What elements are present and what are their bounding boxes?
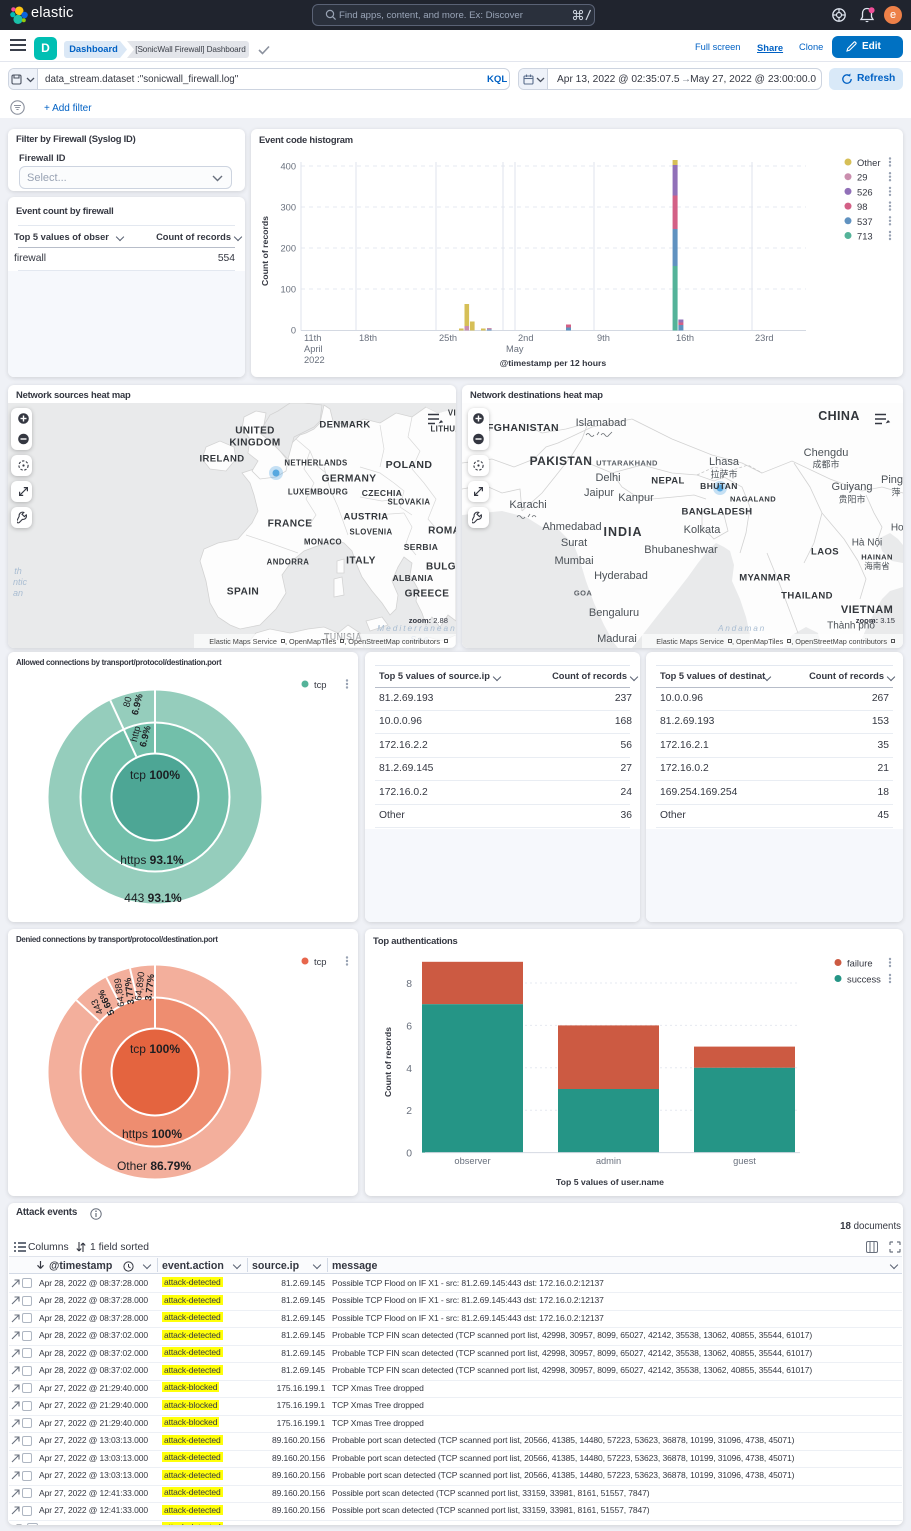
svg-text:success: success: [847, 974, 881, 985]
svg-text:observer: observer: [454, 1156, 490, 1166]
svg-text:6: 6: [406, 1021, 412, 1032]
svg-text:April: April: [304, 344, 323, 354]
svg-text:Count of records: Count of records: [383, 1027, 393, 1097]
svg-text:64,890: 64,890: [133, 971, 147, 1001]
svg-text:8: 8: [406, 979, 412, 990]
svg-text:0: 0: [291, 326, 296, 336]
svg-text:tcp 100%: tcp 100%: [130, 1042, 180, 1056]
svg-text:98: 98: [857, 201, 867, 212]
svg-text:3.77%: 3.77%: [143, 973, 157, 1002]
svg-text:https 100%: https 100%: [122, 1127, 182, 1141]
svg-text:64,889: 64,889: [113, 977, 128, 1007]
svg-text:80: 80: [121, 696, 134, 709]
svg-text:6.9%: 6.9%: [138, 724, 154, 748]
svg-text:23rd: 23rd: [755, 333, 774, 343]
svg-text:admin: admin: [596, 1156, 621, 1166]
svg-text:713: 713: [857, 231, 873, 242]
svg-text:18th: 18th: [359, 333, 377, 343]
svg-text:Other: Other: [857, 157, 880, 168]
svg-text:tcp 100%: tcp 100%: [130, 768, 180, 782]
svg-text:2nd: 2nd: [518, 333, 534, 343]
svg-text:3.77%: 3.77%: [123, 977, 137, 1006]
svg-text:537: 537: [857, 216, 873, 227]
svg-text:failure: failure: [847, 958, 873, 969]
svg-text:Other 86.79%: Other 86.79%: [117, 1159, 191, 1173]
svg-text:443 93.1%: 443 93.1%: [124, 891, 182, 905]
svg-text:200: 200: [280, 244, 296, 254]
svg-text:guest: guest: [733, 1156, 756, 1166]
svg-text:526: 526: [857, 186, 873, 197]
svg-text:100: 100: [280, 285, 296, 295]
svg-text:May: May: [506, 344, 524, 354]
svg-text:Top 5 values of user.name: Top 5 values of user.name: [556, 1177, 664, 1187]
svg-text:400: 400: [280, 162, 296, 172]
svg-text:https 93.1%: https 93.1%: [120, 853, 184, 867]
svg-text:300: 300: [280, 203, 296, 213]
svg-text:@timestamp per 12 hours: @timestamp per 12 hours: [500, 358, 607, 368]
svg-text:tcp: tcp: [314, 956, 327, 967]
svg-text:11th: 11th: [304, 333, 321, 343]
svg-text:16th: 16th: [676, 333, 694, 343]
svg-text:0: 0: [406, 1149, 412, 1160]
svg-text:4: 4: [406, 1064, 412, 1075]
svg-text:2022: 2022: [304, 355, 325, 365]
svg-text:6.9%: 6.9%: [130, 692, 146, 716]
svg-text:25th: 25th: [439, 333, 457, 343]
svg-text:2: 2: [406, 1106, 412, 1117]
svg-text:Count of records: Count of records: [260, 216, 270, 286]
svg-text:29: 29: [857, 172, 867, 183]
svg-text:9th: 9th: [597, 333, 610, 343]
svg-text:http: http: [129, 725, 144, 743]
svg-text:tcp: tcp: [314, 679, 327, 690]
